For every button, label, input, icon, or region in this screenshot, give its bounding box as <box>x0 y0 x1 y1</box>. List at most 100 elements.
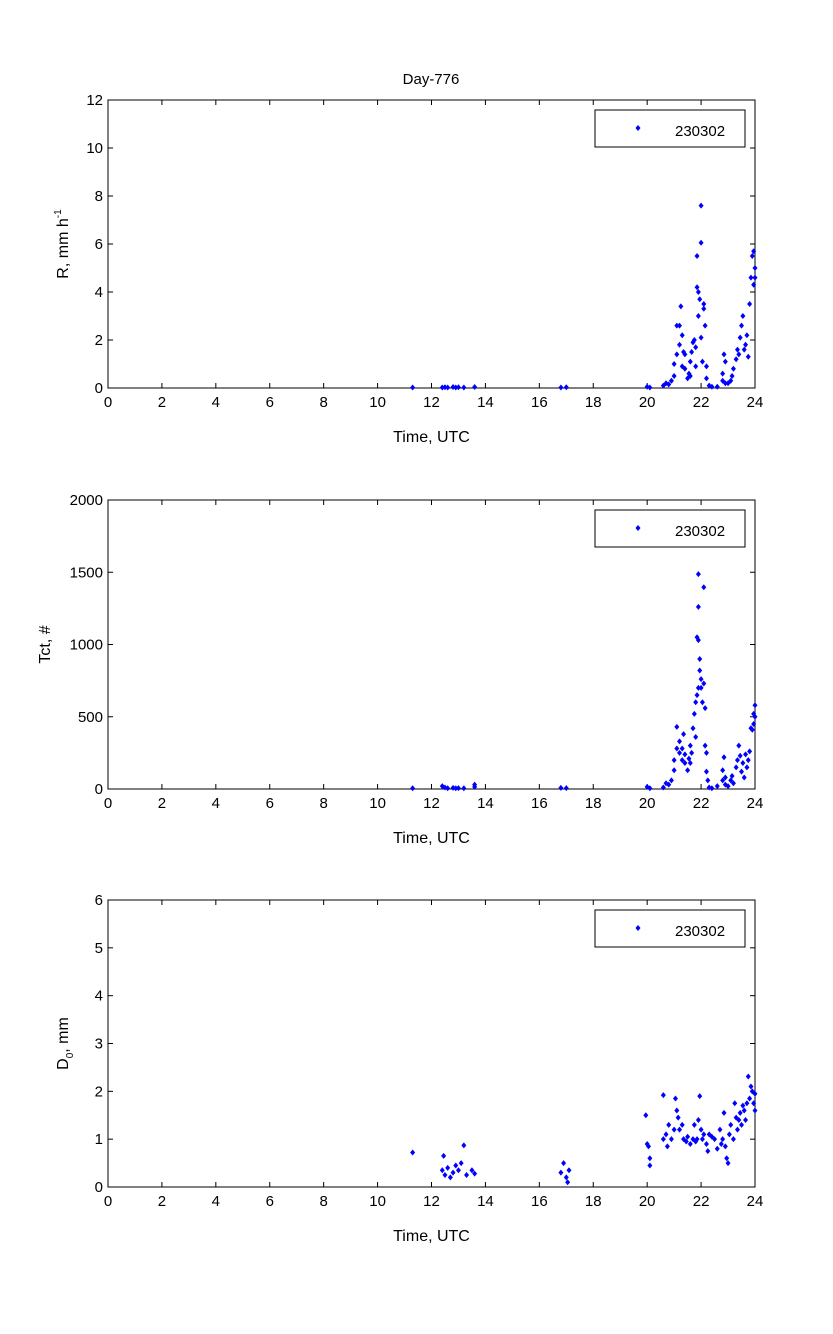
y-tick-label: 1500 <box>70 564 103 581</box>
data-point <box>736 742 742 749</box>
data-point <box>687 742 693 749</box>
x-tick-label: 10 <box>369 795 386 812</box>
x-tick-label: 8 <box>319 795 327 812</box>
data-point <box>461 1142 467 1149</box>
data-point <box>728 1121 734 1128</box>
data-point <box>749 726 755 733</box>
data-point <box>677 738 683 745</box>
data-point <box>558 384 564 391</box>
data-point <box>693 733 699 740</box>
data-point <box>678 303 684 310</box>
data-point <box>709 383 715 390</box>
data-point <box>702 705 708 712</box>
data-point <box>699 1136 705 1143</box>
data-point <box>722 774 728 781</box>
y-axis-label: R, mm h-1 <box>53 209 72 279</box>
data-point <box>472 783 478 790</box>
x-tick-label: 8 <box>319 394 327 411</box>
data-point <box>668 1136 674 1143</box>
data-point <box>442 1172 448 1179</box>
data-point <box>455 785 461 792</box>
data-point <box>646 1143 652 1150</box>
data-point <box>565 1179 571 1186</box>
legend-label: 230302 <box>675 523 725 540</box>
data-point <box>666 1121 672 1128</box>
data-point <box>740 313 746 319</box>
data-point <box>679 1121 685 1128</box>
data-point <box>660 1136 666 1143</box>
data-point <box>734 346 740 353</box>
legend: 230302 <box>594 109 746 148</box>
x-tick-label: 16 <box>531 795 548 812</box>
y-tick-label: 10 <box>86 140 103 157</box>
data-point <box>410 785 416 792</box>
y-axis-label: Tct, # <box>37 625 54 663</box>
axes-box <box>107 99 756 389</box>
x-axis-label: Time, UTC <box>393 830 470 847</box>
data-point <box>697 1093 703 1100</box>
y-tick-label: 0 <box>95 380 103 397</box>
data-point <box>690 725 696 732</box>
data-point <box>739 1121 745 1128</box>
data-point <box>682 351 688 358</box>
data-point <box>563 384 569 391</box>
data-point <box>702 322 708 329</box>
x-tick-label: 0 <box>104 795 112 812</box>
data-point <box>695 603 701 610</box>
y-axis-label-main: R, mm h <box>55 218 72 278</box>
x-tick-label: 14 <box>477 394 494 411</box>
data-point <box>752 702 758 709</box>
data-point <box>737 334 743 341</box>
data-point <box>450 1169 456 1176</box>
data-point <box>697 655 703 662</box>
data-point <box>687 373 693 379</box>
data-point <box>691 337 697 343</box>
data-point <box>472 384 478 391</box>
data-point <box>694 1136 700 1143</box>
data-point <box>682 365 688 372</box>
data-point <box>752 274 758 281</box>
data-point <box>743 341 749 348</box>
data-point <box>671 767 677 774</box>
x-axis-label: Time, UTC <box>393 1228 470 1245</box>
data-point <box>722 358 728 365</box>
data-point <box>674 723 680 730</box>
data-point <box>752 1090 758 1097</box>
data-point <box>728 377 734 384</box>
figure-title: Day-776 <box>403 71 460 88</box>
data-point <box>701 680 707 687</box>
data-point <box>694 692 700 699</box>
x-tick-label: 14 <box>477 795 494 812</box>
data-point <box>730 1136 736 1143</box>
legend-marker-icon <box>635 125 641 131</box>
x-tick-label: 12 <box>423 795 440 812</box>
data-point <box>682 751 688 758</box>
data-point <box>722 380 728 387</box>
data-point <box>698 676 704 683</box>
data-point <box>712 1136 718 1143</box>
x-tick-label: 2 <box>158 1193 166 1210</box>
data-point <box>745 757 751 764</box>
x-tick-label: 6 <box>266 795 274 812</box>
data-point <box>697 667 703 674</box>
data-point <box>674 322 680 329</box>
y-tick-label: 4 <box>95 988 103 1005</box>
x-tick-label: 12 <box>423 394 440 411</box>
data-point <box>729 373 735 379</box>
x-tick-label: 18 <box>585 795 602 812</box>
data-point <box>745 1073 751 1080</box>
data-point <box>737 1109 743 1116</box>
data-point <box>734 757 740 764</box>
data-point <box>714 783 720 790</box>
data-point <box>747 301 753 307</box>
data-point <box>739 768 745 775</box>
data-point <box>698 334 704 341</box>
data-point <box>647 785 653 792</box>
x-tick-label: 20 <box>639 795 656 812</box>
data-point <box>718 1140 724 1147</box>
data-point <box>747 748 753 755</box>
data-point <box>679 332 685 339</box>
